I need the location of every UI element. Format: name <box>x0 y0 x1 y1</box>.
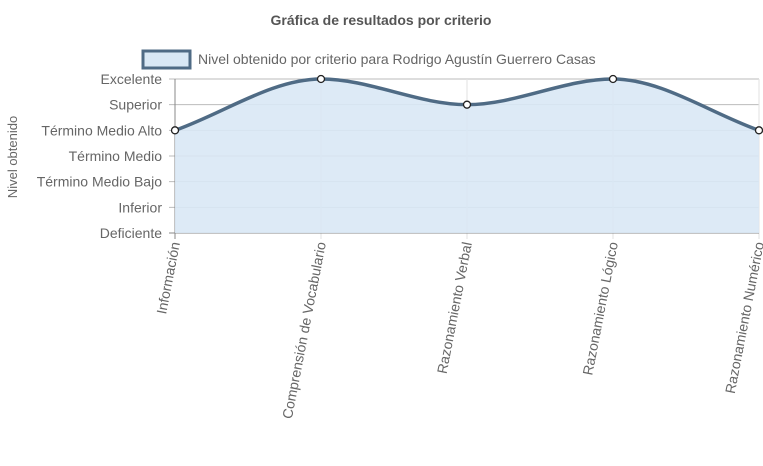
data-point[interactable] <box>316 74 326 84</box>
x-tick-label: Comprensión de Vocabulario <box>279 240 329 420</box>
y-tick-label: Término Medio Alto <box>41 122 162 138</box>
y-tick-labels: Deficiente Inferior Término Medio Bajo Térm… <box>37 71 163 241</box>
y-tick-label: Superior <box>109 97 162 113</box>
data-point[interactable] <box>462 100 472 109</box>
data-point[interactable] <box>754 126 763 135</box>
chart-title: Gráfica de resultados por criterio <box>271 12 492 28</box>
x-tick-label: Razonamiento Numérico <box>722 240 763 395</box>
y-tick-label: Deficiente <box>100 225 162 241</box>
data-points <box>170 74 763 135</box>
data-point[interactable] <box>608 74 618 84</box>
x-tick-labels: Información Comprensión de Vocabulario Raz… <box>153 240 763 420</box>
x-tick-label: Razonamiento Verbal <box>434 241 475 375</box>
legend-label: Nivel obtenido por criterio para Rodrigo… <box>198 51 596 67</box>
x-tick-label: Razonamiento Lógico <box>579 240 621 376</box>
y-tick-label: Excelente <box>101 71 163 87</box>
legend[interactable]: Nivel obtenido por criterio para Rodrigo… <box>141 49 596 70</box>
y-tick-label: Término Medio Bajo <box>37 174 162 190</box>
series-area <box>175 79 759 233</box>
x-tick-label: Información <box>153 241 183 316</box>
data-point[interactable] <box>170 126 180 135</box>
y-tick-label: Término Medio <box>69 148 163 164</box>
y-tick-label: Inferior <box>118 199 162 215</box>
legend-swatch <box>141 49 192 70</box>
y-axis-title: Nivel obtenido <box>5 116 20 198</box>
